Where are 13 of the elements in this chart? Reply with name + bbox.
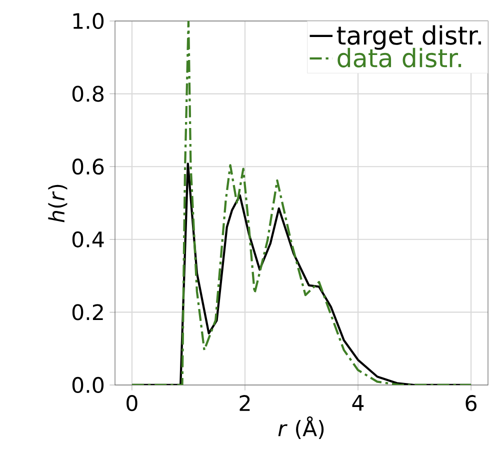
y-tick-label: 0.0 — [72, 376, 104, 394]
legend-label: data distr. — [338, 48, 462, 68]
x-axis-title: r (Å) — [278, 416, 324, 439]
x-tick-label: 6 — [466, 395, 476, 412]
y-tick-label: 0.8 — [72, 86, 104, 102]
y-tick-label: 0.2 — [72, 304, 103, 320]
x-tick-label: 0 — [126, 395, 138, 412]
y-tick-label: 1.0 — [73, 12, 104, 30]
x-tick-label: 4 — [352, 395, 364, 411]
y-tick-label: 0.6 — [72, 158, 104, 175]
x-tick-label: 2 — [240, 395, 250, 411]
y-axis-title: h(r) — [48, 184, 68, 222]
y-tick-label: 0.4 — [72, 231, 104, 248]
